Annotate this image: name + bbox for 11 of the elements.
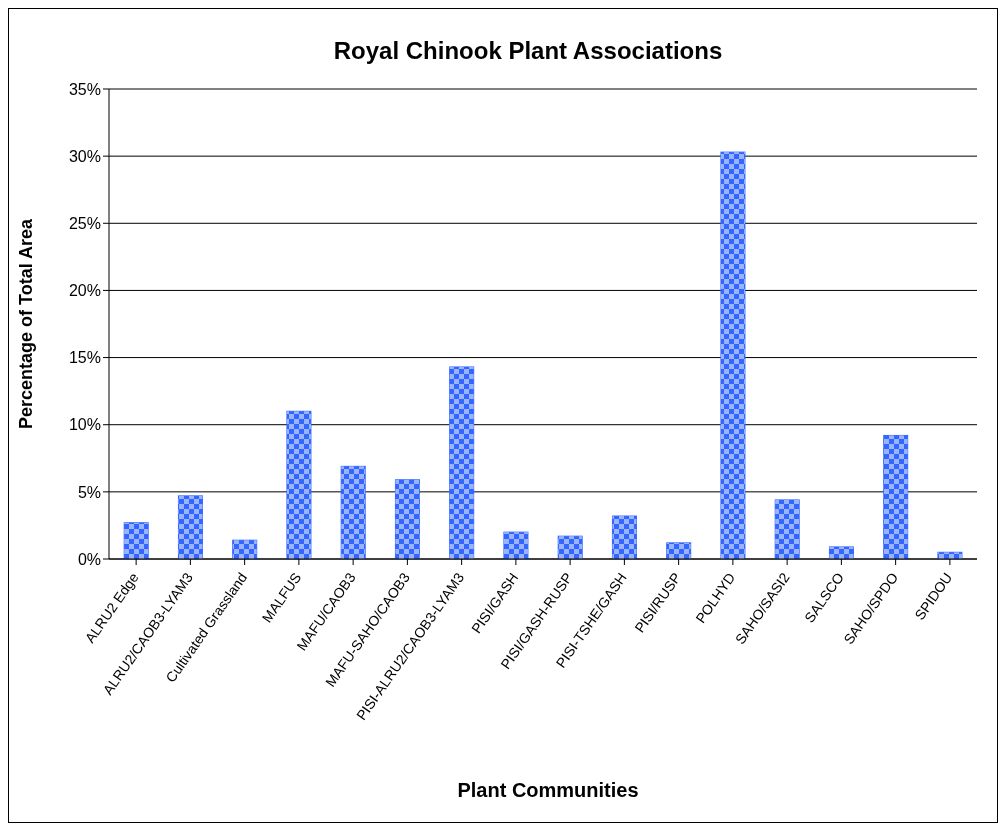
y-tick-label: 25%	[68, 214, 101, 232]
y-tick-label: 10%	[68, 416, 101, 434]
chart-title: Royal Chinook Plant Associations	[332, 36, 724, 66]
y-tick-label: 15%	[68, 349, 101, 367]
y-tick-label: 30%	[68, 147, 101, 165]
y-tick-label: 0%	[77, 550, 101, 568]
x-axis-title: Plant Communities	[456, 779, 640, 802]
y-tick-label: 20%	[68, 282, 101, 300]
y-tick-label: 5%	[77, 483, 101, 501]
y-tick-label: 35%	[68, 80, 101, 98]
y-axis-title: Percentage of Total Area	[16, 217, 37, 430]
